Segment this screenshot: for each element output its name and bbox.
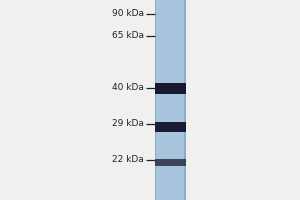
Text: 22 kDa: 22 kDa [112, 156, 144, 164]
Bar [154, 159, 186, 166]
Bar [184, 0, 186, 200]
Text: 65 kDa: 65 kDa [112, 31, 144, 40]
Text: 29 kDa: 29 kDa [112, 119, 144, 129]
Bar [154, 0, 156, 200]
Bar [154, 0, 186, 200]
Text: 40 kDa: 40 kDa [112, 83, 144, 92]
Text: 90 kDa: 90 kDa [112, 9, 144, 19]
Bar [154, 122, 186, 132]
Bar [154, 83, 186, 94]
